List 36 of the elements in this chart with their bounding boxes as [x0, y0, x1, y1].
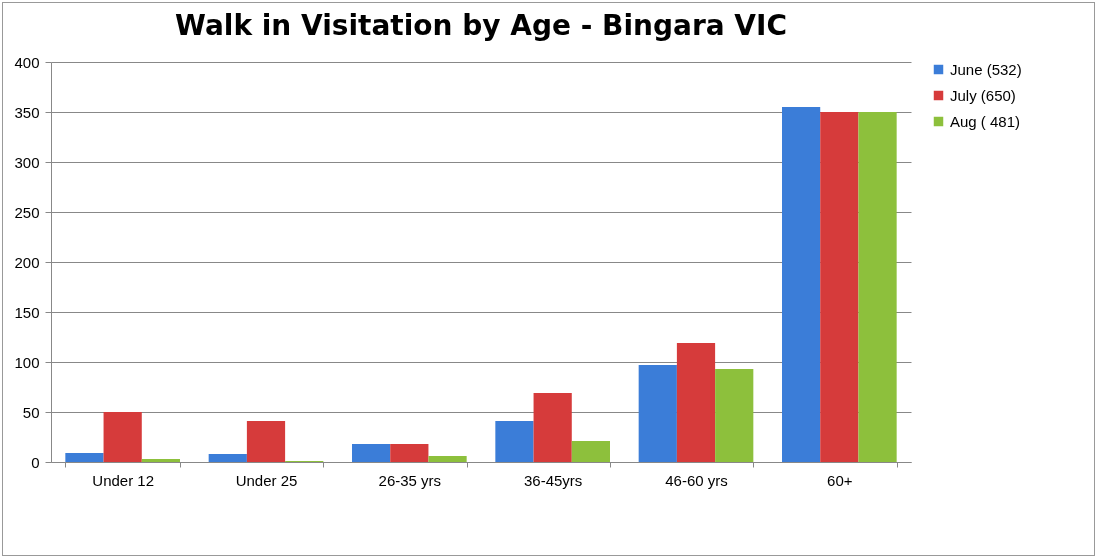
- y-tick-label: 100: [14, 353, 40, 371]
- legend-label: July (650): [950, 86, 1016, 104]
- legend-label: June (532): [950, 60, 1022, 78]
- y-tick-label: 50: [22, 403, 40, 421]
- x-tick-label: 46-60 yrs: [665, 471, 728, 489]
- bar: [352, 444, 391, 462]
- y-tick-label: 200: [14, 253, 40, 271]
- bar: [246, 421, 286, 462]
- bar: [103, 412, 142, 462]
- bar: [428, 456, 467, 462]
- y-tick-label: 0: [31, 453, 40, 471]
- x-tick-label: 60+: [827, 471, 853, 489]
- y-tick-label: 350: [14, 103, 40, 121]
- y-tick-label: 300: [14, 153, 40, 171]
- bar: [390, 444, 429, 462]
- y-tick-label: 400: [14, 53, 40, 71]
- bar: [495, 421, 534, 462]
- bar: [782, 107, 821, 462]
- bar: [820, 112, 859, 462]
- legend-label: Aug ( 481): [950, 112, 1021, 130]
- y-tick-label: 250: [14, 203, 40, 221]
- bar: [715, 369, 754, 462]
- bar: [676, 343, 716, 462]
- bar: [638, 365, 677, 462]
- bar: [858, 112, 897, 462]
- x-tick-label: 36-45yrs: [523, 471, 583, 489]
- x-tick-label: 26-35 yrs: [378, 471, 442, 489]
- bar: [141, 459, 180, 462]
- bar: [65, 453, 104, 462]
- bar: [533, 393, 572, 462]
- chart-title: Walk in Visitation by Age - Bingara VIC: [174, 9, 788, 42]
- x-tick-label: Under 12: [92, 471, 155, 489]
- bar: [208, 454, 247, 462]
- y-tick-label: 150: [14, 303, 40, 321]
- bar: [571, 441, 610, 462]
- x-tick-label: Under 25: [235, 471, 298, 489]
